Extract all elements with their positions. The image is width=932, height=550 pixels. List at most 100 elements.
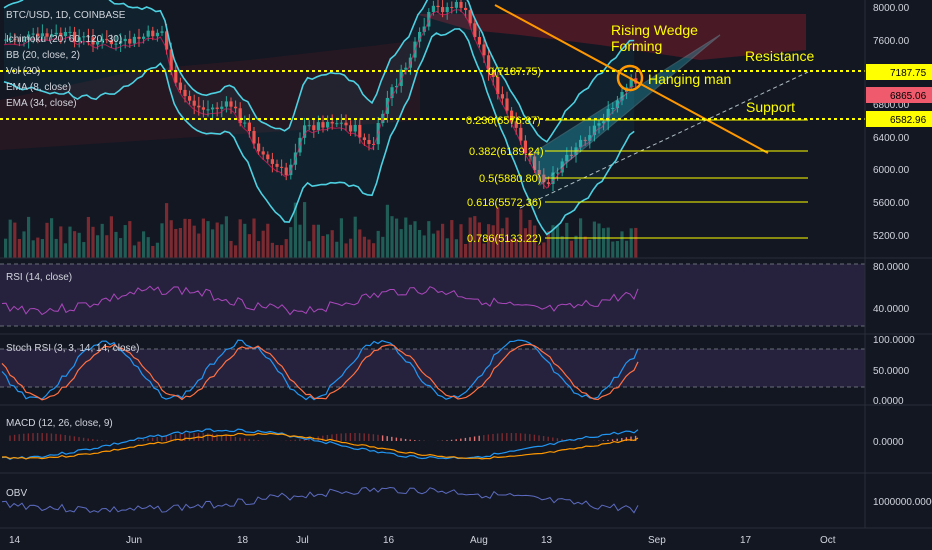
volume-bar [390, 216, 394, 258]
volume-bar [408, 224, 412, 258]
volume-bar [298, 224, 302, 258]
volume-bar [100, 223, 104, 258]
volume-bar [436, 230, 440, 258]
volume-bar [606, 227, 610, 258]
candle [431, 5, 435, 12]
candle [528, 153, 532, 157]
macd-label: MACD (12, 26, close, 9) [6, 418, 113, 429]
obv-line [1, 486, 639, 514]
volume-bar [151, 245, 155, 258]
price-tick: 5200.00 [873, 231, 910, 242]
volume-bar [224, 216, 228, 258]
candle [27, 34, 31, 40]
candle [197, 105, 201, 108]
candle [477, 36, 481, 45]
candle [270, 159, 274, 164]
volume-bars [4, 202, 638, 258]
volume-bar [160, 223, 164, 258]
fib-label: 0.382(6189.24) [469, 146, 544, 158]
volume-bar [142, 231, 146, 258]
fib-label: 0.236(6576.87) [466, 115, 541, 127]
pane-axes: 80.0000 40.0000 100.0000 50.0000 0.0000 0.000… [873, 262, 932, 508]
time-tick: 18 [237, 535, 249, 546]
volume-bar [22, 231, 26, 258]
volume-bar [565, 222, 569, 258]
price-tick: 6000.00 [873, 165, 910, 176]
candle [560, 161, 564, 173]
price-tag-bg [866, 111, 932, 127]
volume-bar [68, 226, 72, 258]
volume-bar [597, 223, 601, 258]
candle [234, 106, 238, 109]
time-tick: Jul [296, 535, 309, 546]
candle [500, 94, 504, 99]
candle [109, 40, 113, 45]
candle [339, 122, 343, 124]
volume-bar [500, 228, 504, 258]
candle [565, 154, 569, 162]
volume-bar [441, 223, 445, 258]
candle [468, 10, 472, 24]
orange-trendline [494, 4, 769, 154]
candle [418, 31, 422, 42]
volume-bar [464, 243, 468, 258]
candle [105, 38, 109, 41]
volume-bar [146, 237, 150, 258]
candle [257, 143, 261, 152]
candle [96, 41, 100, 45]
volume-bar [468, 217, 472, 258]
candle [114, 43, 118, 45]
candle [436, 5, 440, 8]
symbol-title: BTC/USD, 1D, COINBASE [6, 10, 126, 21]
candle [615, 100, 619, 109]
time-tick: Oct [820, 535, 836, 546]
volume-bar [165, 203, 169, 258]
volume-bar [422, 235, 426, 258]
candle [40, 33, 44, 37]
volume-bar [261, 230, 265, 258]
volume-bar [188, 219, 192, 258]
candle [505, 98, 509, 111]
volume-bar [86, 216, 90, 258]
time-tick: 16 [383, 535, 395, 546]
macd-signal-line [1, 432, 639, 460]
volume-bar [349, 238, 353, 258]
volume-bar [132, 245, 136, 258]
volume-bar [629, 228, 633, 258]
volume-bar [588, 239, 592, 258]
volume-bar [551, 225, 555, 258]
candle [358, 124, 362, 138]
pane-tick: 40.0000 [873, 304, 910, 315]
candle [77, 37, 81, 42]
resistance-label: Resistance [745, 48, 814, 64]
volume-bar [252, 218, 256, 258]
volume-bar [367, 239, 371, 258]
fib-label: 0(7187.75) [488, 66, 541, 78]
candle [445, 7, 449, 13]
candle [537, 169, 541, 175]
price-tick: 6400.00 [873, 133, 910, 144]
volume-bar [4, 238, 8, 258]
candle [312, 125, 316, 131]
volume-bar [574, 235, 578, 258]
volume-bar [634, 227, 638, 258]
candle [602, 121, 606, 124]
candle [321, 122, 325, 128]
volume-bar [620, 231, 624, 258]
volume-bar [482, 243, 486, 258]
volume-bar [27, 216, 31, 258]
volume-bar [399, 229, 403, 258]
candle [546, 182, 550, 184]
candle [349, 125, 353, 132]
volume-bar [174, 228, 178, 258]
candle [491, 72, 495, 78]
pane-tick: 0.0000 [873, 396, 904, 407]
candle [192, 100, 196, 106]
volume-bar [592, 221, 596, 258]
volume-bar [307, 241, 311, 258]
volume-bar [128, 221, 132, 258]
volume-bar [36, 237, 40, 258]
candle [275, 163, 279, 167]
candle [160, 31, 164, 33]
